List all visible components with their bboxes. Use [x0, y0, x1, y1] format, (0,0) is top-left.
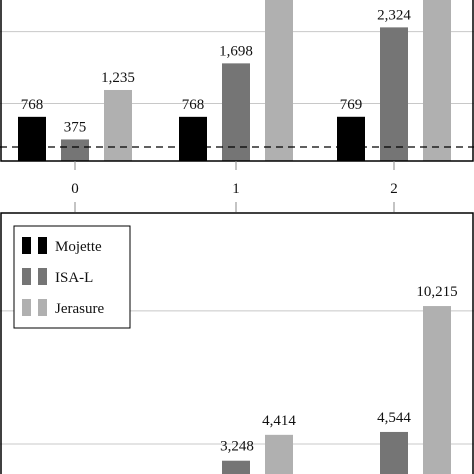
- bar-isa-l-2: [380, 431, 408, 474]
- legend-label-mojette: Mojette: [55, 239, 102, 255]
- legend-swatch-mojette: [38, 237, 47, 254]
- bar-mojette-2: [337, 116, 365, 161]
- value-label-jerasure-0: 1,235: [101, 70, 135, 86]
- bar-jerasure-1: [265, 434, 293, 474]
- value-label-isa-l-2: 4,544: [377, 410, 411, 426]
- top-plot-frame: [0, 0, 474, 162]
- value-label-isa-l-0: 375: [64, 119, 87, 135]
- value-label-jerasure-2: 10,215: [416, 284, 457, 300]
- bottom-plot-frame: [0, 212, 474, 474]
- legend-swatch-isa-l: [38, 268, 47, 285]
- legend-box: [13, 225, 131, 329]
- legend: Mojette ISA-L Jerasure: [13, 225, 131, 329]
- x-tick-label-2: 2: [390, 181, 398, 197]
- legend-label-isa-l: ISA-L: [55, 270, 93, 286]
- legend-swatch-mojette: [22, 237, 31, 254]
- value-label-isa-l-1: 3,248: [220, 439, 254, 455]
- legend-swatch-jerasure: [22, 299, 31, 316]
- legend-label-jerasure: Jerasure: [55, 301, 104, 317]
- legend-swatch-isa-l: [22, 268, 31, 285]
- x-tick-label-0: 0: [71, 181, 79, 197]
- bar-jerasure-2: [423, 0, 451, 161]
- bar-jerasure-2: [423, 306, 451, 474]
- bottom-value-labels: 3,248 4,544 4,414 10,215: [220, 284, 458, 455]
- legend-swatch-jerasure: [38, 299, 47, 316]
- bar-mojette-1: [179, 116, 207, 161]
- bar-mojette-0: [18, 116, 46, 161]
- value-label-mojette-1: 768: [182, 97, 205, 113]
- bottom-bars: [222, 306, 451, 474]
- bar-isa-l-0: [61, 139, 89, 161]
- top-bars: [18, 0, 451, 162]
- value-label-isa-l-2: 2,324: [377, 7, 411, 23]
- x-axis-ticks: 0 1 2: [71, 161, 398, 212]
- value-label-mojette-2: 769: [340, 97, 363, 113]
- value-label-jerasure-1: 4,414: [262, 413, 296, 429]
- bottom-chart-panel: 3,248 4,544 4,414 10,215 Mojette ISA-L Jerasu…: [0, 212, 474, 474]
- x-tick-label-1: 1: [232, 181, 240, 197]
- bar-jerasure-1: [265, 0, 293, 161]
- value-label-isa-l-1: 1,698: [219, 43, 253, 59]
- bar-jerasure-0: [104, 89, 132, 161]
- bar-isa-l-1: [222, 63, 250, 161]
- value-label-mojette-0: 768: [21, 97, 44, 113]
- bar-isa-l-2: [380, 27, 408, 162]
- bar-isa-l-1: [222, 460, 250, 474]
